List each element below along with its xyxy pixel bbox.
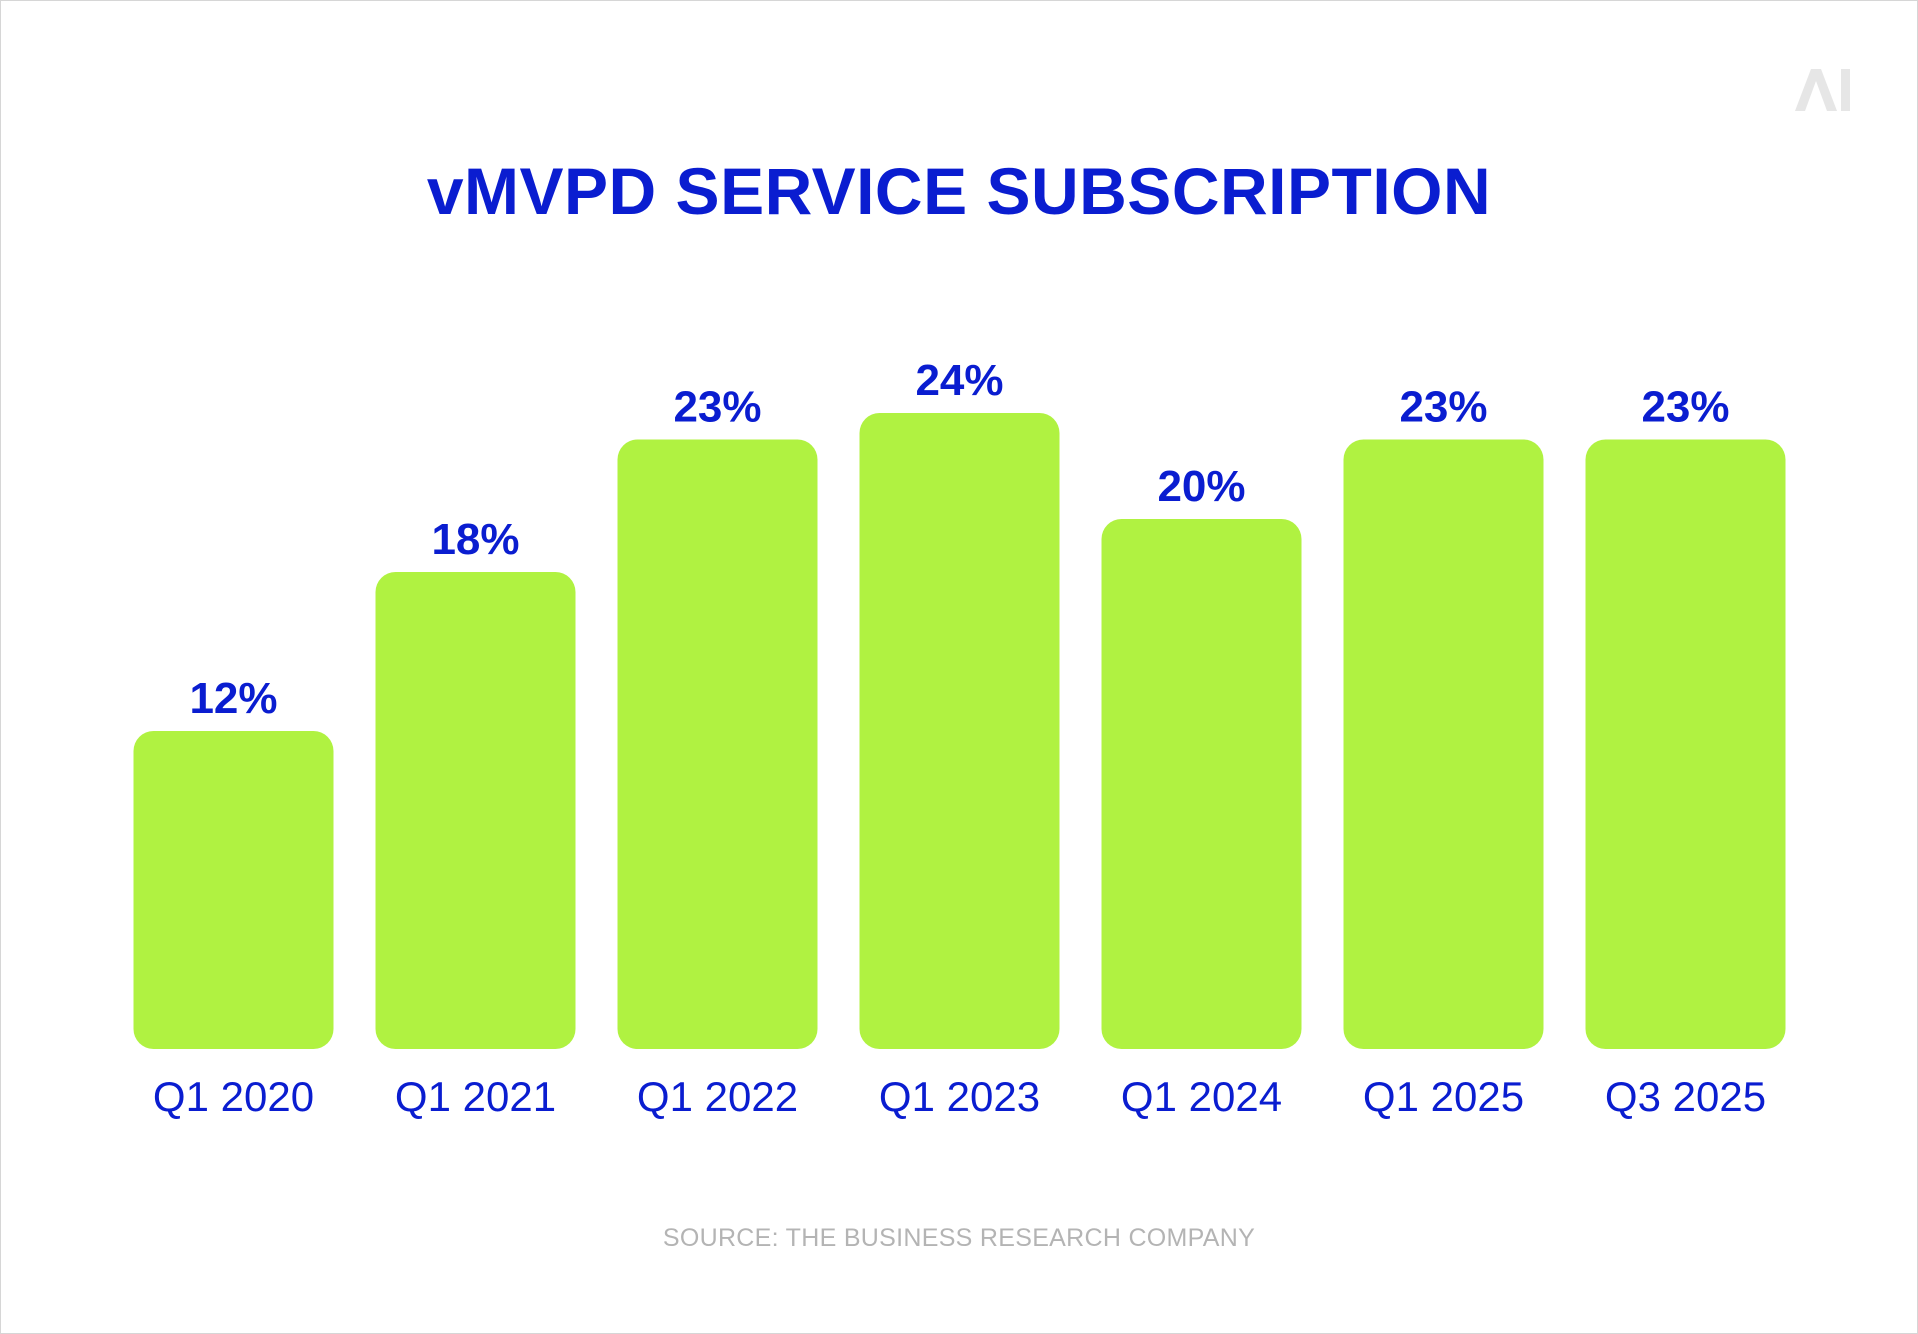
bar (859, 413, 1060, 1049)
x-tick-label: Q1 2020 (153, 1073, 314, 1120)
bar (375, 572, 576, 1049)
x-tick-label: Q3 2025 (1605, 1073, 1766, 1120)
bar-group: 23% Q1 2022 (617, 383, 818, 1120)
bar (1343, 439, 1544, 1049)
source-note: SOURCE: THE BUSINESS RESEARCH COMPANY (662, 1224, 1256, 1252)
bar (1585, 439, 1786, 1049)
ai-logo-icon (1795, 69, 1850, 111)
x-tick-label: Q1 2022 (637, 1073, 798, 1120)
ai-logo-letter-i (1841, 69, 1850, 111)
bar (617, 439, 818, 1049)
bar-group: 24% Q1 2023 (859, 356, 1060, 1120)
data-label: 20% (1157, 462, 1245, 511)
x-tick-label: Q1 2024 (1121, 1073, 1282, 1120)
ai-logo-letter-a (1795, 69, 1837, 111)
x-tick-label: Q1 2023 (879, 1073, 1040, 1120)
data-label: 23% (1399, 383, 1487, 432)
data-label: 24% (915, 356, 1003, 405)
x-tick-label: Q1 2025 (1363, 1073, 1524, 1120)
bar-group: 18% Q1 2021 (375, 515, 576, 1120)
bar (133, 731, 334, 1049)
bar-group: 23% Q1 2025 (1343, 383, 1544, 1120)
bar-group: 20% Q1 2024 (1101, 462, 1302, 1120)
data-label: 23% (673, 383, 761, 432)
data-label: 18% (431, 515, 519, 564)
data-label: 23% (1641, 383, 1729, 432)
bar-group: 12% Q1 2020 (133, 674, 334, 1120)
bar-group: 23% Q3 2025 (1585, 383, 1786, 1120)
x-tick-label: Q1 2021 (395, 1073, 556, 1120)
bar (1101, 519, 1302, 1049)
chart-title: vMVPD SERVICE SUBSCRIPTION (426, 154, 1492, 228)
data-label: 12% (189, 674, 277, 723)
